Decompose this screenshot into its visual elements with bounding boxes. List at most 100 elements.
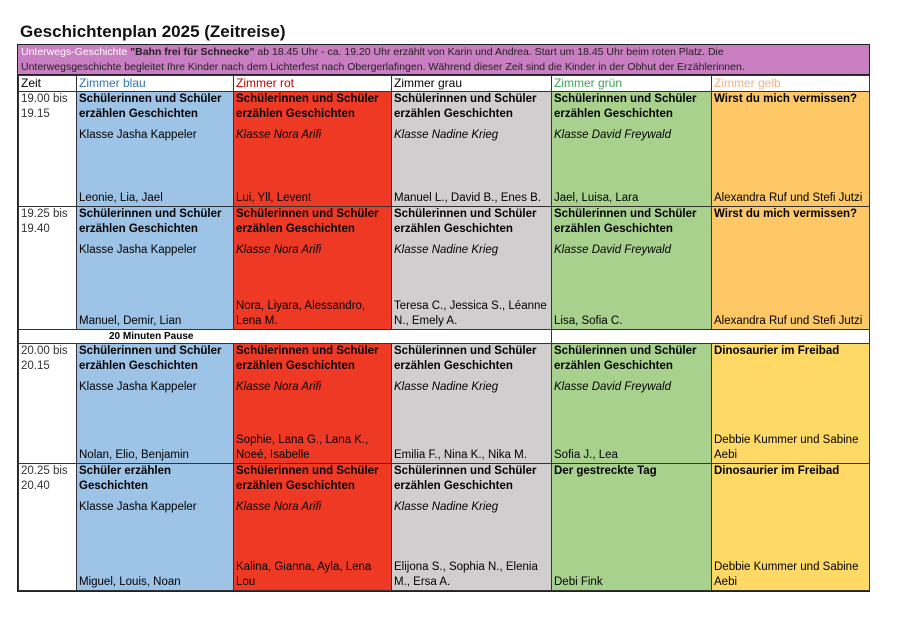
class-name: Klasse Nadine Krieg: [394, 501, 499, 513]
intro-prefix: Unterwegs-Geschichte: [21, 46, 131, 58]
story-title: Der gestreckte Tag: [554, 465, 657, 477]
story-title: Schülerinnen und Schüler erzählen Geschi…: [236, 208, 379, 235]
storytellers: Debbie Kummer und Sabine Aebi: [714, 561, 859, 588]
storytellers: Lui, Yll, Levent: [236, 192, 312, 204]
class-name: Klasse David Freywald: [554, 244, 671, 256]
story-title: Schülerinnen und Schüler erzählen Geschi…: [554, 93, 697, 120]
time-block: 19.25 bis 19.40 Schülerinnen und Schüler …: [18, 206, 870, 330]
storytellers: Emilia F., Nina K., Nika M.: [394, 449, 527, 461]
room-cell: Dinosaurier im Freibad Debbie Kummer und…: [711, 343, 870, 464]
time-cell: 20.25 bis 20.40: [18, 463, 77, 591]
class-name: Klasse Nadine Krieg: [394, 244, 499, 256]
pause-label: 20 Minuten Pause: [18, 329, 552, 344]
storytellers: Nolan, Elio, Benjamin: [79, 449, 189, 461]
time-cell: 19.00 bis 19.15: [18, 91, 77, 207]
story-title: Schülerinnen und Schüler erzählen Geschi…: [79, 208, 222, 235]
story-title: Schülerinnen und Schüler erzählen Geschi…: [79, 93, 222, 120]
room-cell: Wirst du mich vermissen? Alexandra Ruf u…: [711, 91, 870, 207]
room-cell: Der gestreckte Tag Debi Fink: [551, 463, 712, 591]
class-name: Klasse Jasha Kappeler: [79, 381, 197, 393]
schedule-sheet: Unterwegs-Geschichte "Bahn frei für Schn…: [17, 44, 870, 592]
room-cell: Schüler erzählen Geschichten Klasse Jash…: [76, 463, 234, 591]
story-title: Schülerinnen und Schüler erzählen Geschi…: [394, 345, 537, 372]
room-cell: Schülerinnen und Schüler erzählen Geschi…: [551, 91, 712, 207]
storytellers: Teresa C., Jessica S., Léanne N., Emely …: [394, 300, 547, 327]
time-block: 19.00 bis 19.15 Schülerinnen und Schüler …: [18, 91, 870, 207]
storytellers: Jael, Luisa, Lara: [554, 192, 639, 204]
room-cell: Schülerinnen und Schüler erzählen Geschi…: [391, 463, 552, 591]
header-4: Zimmer grün: [551, 75, 712, 92]
schedule-table: Zeit Zimmer blau Zimmer rot Zimmer grau Zimm…: [18, 75, 870, 591]
time-block: 20.00 bis 20.15 Schülerinnen und Schüler …: [18, 343, 870, 464]
story-title: Schülerinnen und Schüler erzählen Geschi…: [394, 465, 537, 492]
room-cell: Schülerinnen und Schüler erzählen Geschi…: [551, 206, 712, 330]
class-name: Klasse Nora Arifi: [236, 381, 322, 393]
room-cell: Schülerinnen und Schüler erzählen Geschi…: [76, 206, 234, 330]
page-title: Geschichtenplan 2025 (Zeitreise): [20, 22, 286, 41]
header-3: Zimmer grau: [391, 75, 552, 92]
storytellers: Debi Fink: [554, 576, 603, 588]
room-cell: Schülerinnen und Schüler erzählen Geschi…: [233, 343, 392, 464]
time-cell: 20.00 bis 20.15: [18, 343, 77, 464]
story-title: Schülerinnen und Schüler erzählen Geschi…: [554, 345, 697, 372]
room-cell: Schülerinnen und Schüler erzählen Geschi…: [76, 343, 234, 464]
class-name: Klasse Jasha Kappeler: [79, 129, 197, 141]
class-name: Klasse Nadine Krieg: [394, 381, 499, 393]
room-cell: Schülerinnen und Schüler erzählen Geschi…: [551, 343, 712, 464]
storytellers: Alexandra Ruf und Stefi Jutzi: [714, 315, 863, 327]
time-cell: 19.25 bis 19.40: [18, 206, 77, 330]
intro-story-title: "Bahn frei für Schnecke": [130, 46, 255, 58]
class-name: Klasse David Freywald: [554, 129, 671, 141]
story-title: Schülerinnen und Schüler erzählen Geschi…: [394, 93, 537, 120]
room-cell: Schülerinnen und Schüler erzählen Geschi…: [391, 206, 552, 330]
storytellers: Nora, Liyara, Alessandro, Lena M.: [236, 300, 366, 327]
room-cell: Schülerinnen und Schüler erzählen Geschi…: [233, 91, 392, 207]
header-5: Zimmer gelb: [711, 75, 870, 92]
storytellers: Manuel, Demir, Lian: [79, 315, 182, 327]
class-name: Klasse Jasha Kappeler: [79, 501, 197, 513]
story-title: Schülerinnen und Schüler erzählen Geschi…: [394, 208, 537, 235]
room-cell: Schülerinnen und Schüler erzählen Geschi…: [391, 343, 552, 464]
story-title: Wirst du mich vermissen?: [714, 208, 858, 220]
room-cell: Schülerinnen und Schüler erzählen Geschi…: [233, 206, 392, 330]
story-title: Schüler erzählen Geschichten: [79, 465, 172, 492]
story-title: Schülerinnen und Schüler erzählen Geschi…: [236, 93, 379, 120]
storytellers: Kalina, Gianna, Ayla, Lena Lou: [236, 561, 372, 588]
room-cell: Dinosaurier im Freibad Debbie Kummer und…: [711, 463, 870, 591]
story-title: Wirst du mich vermissen?: [714, 93, 858, 105]
header-1: Zimmer blau: [76, 75, 234, 92]
class-name: Klasse David Freywald: [554, 381, 671, 393]
story-title: Schülerinnen und Schüler erzählen Geschi…: [236, 345, 379, 372]
storytellers: Alexandra Ruf und Stefi Jutzi: [714, 192, 863, 204]
story-title: Dinosaurier im Freibad: [714, 465, 840, 477]
class-name: Klasse Nora Arifi: [236, 501, 322, 513]
room-cell: Schülerinnen und Schüler erzählen Geschi…: [76, 91, 234, 207]
class-name: Klasse Nora Arifi: [236, 129, 322, 141]
header-row: Zeit Zimmer blau Zimmer rot Zimmer grau Zimm…: [18, 75, 870, 92]
room-cell: Schülerinnen und Schüler erzählen Geschi…: [233, 463, 392, 591]
story-title: Schülerinnen und Schüler erzählen Geschi…: [79, 345, 222, 372]
storytellers: Leonie, Lia, Jael: [79, 192, 163, 204]
header-2: Zimmer rot: [233, 75, 392, 92]
story-title: Dinosaurier im Freibad: [714, 345, 840, 357]
storytellers: Debbie Kummer und Sabine Aebi: [714, 434, 859, 461]
storytellers: Sofia J., Lea: [554, 449, 618, 461]
time-block: 20.25 bis 20.40 Schüler erzählen Geschich…: [18, 463, 870, 591]
story-title: Schülerinnen und Schüler erzählen Geschi…: [236, 465, 379, 492]
story-title: Schülerinnen und Schüler erzählen Geschi…: [554, 208, 697, 235]
storytellers: Miguel, Louis, Noan: [79, 576, 181, 588]
room-cell: Schülerinnen und Schüler erzählen Geschi…: [391, 91, 552, 207]
storytellers: Lisa, Sofia C.: [554, 315, 623, 327]
intro-banner: Unterwegs-Geschichte "Bahn frei für Schn…: [18, 45, 869, 75]
header-0: Zeit: [18, 75, 77, 92]
room-cell: Wirst du mich vermissen? Alexandra Ruf u…: [711, 206, 870, 330]
storytellers: Elijona S., Sophia N., Elenia M., Ersa A…: [394, 561, 538, 588]
class-name: Klasse Nadine Krieg: [394, 129, 499, 141]
intro-line1: ab 18.45 Uhr - ca. 19.20 Uhr erzählt von…: [254, 46, 724, 58]
class-name: Klasse Nora Arifi: [236, 244, 322, 256]
intro-line2: Unterwegsgeschichte begleitet Ihre Kinde…: [21, 60, 745, 73]
storytellers: Sophie, Lana G., Lana K., Noeé, Isabelle: [236, 434, 369, 461]
pause-row: 20 Minuten Pause: [18, 329, 870, 344]
class-name: Klasse Jasha Kappeler: [79, 244, 197, 256]
storytellers: Manuel L., David B., Enes B.: [394, 192, 542, 204]
